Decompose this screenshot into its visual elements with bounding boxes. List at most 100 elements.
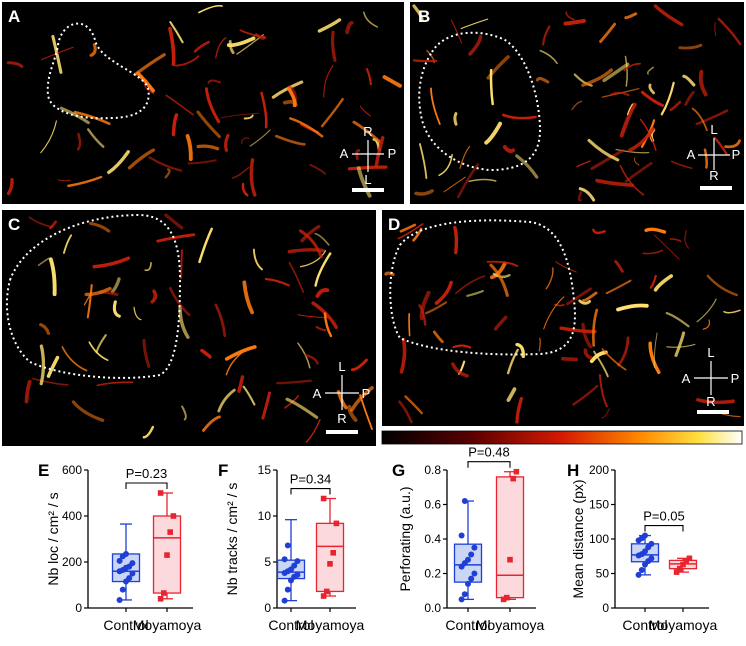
data-point	[461, 591, 468, 598]
x-tick-label: Moyamoya	[133, 617, 202, 633]
series-control	[630, 532, 660, 578]
vessel-segment	[536, 77, 550, 84]
vessel-segment	[168, 286, 191, 317]
y-tick-label: 200	[589, 463, 609, 477]
boxplot-panel-e: E 0 200 400 600 Nb loc / cm² / s ControlMoyamo…	[38, 461, 201, 633]
image-panel-d: D L R A P	[382, 210, 744, 426]
vessel-segment	[275, 134, 306, 146]
vessel-segment	[412, 4, 424, 22]
vessel-segment	[330, 30, 337, 62]
vessel-segment	[399, 338, 407, 374]
box-iqr	[495, 476, 525, 599]
data-point	[281, 556, 288, 563]
vessel-segment	[150, 289, 158, 304]
vessel-segment	[453, 226, 459, 255]
vessel-segment	[314, 232, 330, 246]
vessel-segment	[633, 157, 640, 166]
data-point	[170, 513, 177, 519]
vessel-segment	[412, 59, 438, 63]
vessel-segment	[220, 112, 260, 119]
vessel-segment	[486, 260, 519, 267]
svg-text:A: A	[687, 147, 696, 162]
vessel-segment	[648, 341, 661, 375]
vessel-segment	[323, 312, 333, 338]
p-value-label: P=0.05	[643, 509, 685, 524]
vessel-segment	[515, 396, 524, 424]
vessel-segment	[582, 291, 598, 302]
data-point	[461, 498, 468, 505]
vessel-segment	[180, 249, 183, 279]
vessel-segment	[300, 224, 321, 243]
vessel-segment	[165, 94, 194, 116]
vessel-segment	[254, 33, 266, 40]
vessel-segment	[619, 102, 637, 138]
vessel-segment	[363, 11, 379, 28]
vessel-segment	[653, 332, 658, 369]
vessel-segment	[31, 377, 69, 386]
bracket-line	[467, 461, 511, 468]
vessel-segment	[71, 400, 105, 422]
vessel-texture	[6, 4, 402, 198]
data-point	[167, 529, 173, 535]
data-point	[468, 551, 475, 558]
bracket-line	[644, 525, 684, 532]
vessel-segment	[298, 229, 323, 259]
data-point	[635, 571, 642, 578]
scale-bar	[700, 186, 732, 190]
vessel-segment	[48, 257, 57, 297]
y-tick-label: 150	[589, 498, 609, 512]
vessel-segment	[539, 49, 558, 65]
vessel-segment	[590, 149, 625, 171]
vessel-segment	[565, 11, 575, 21]
data-point	[330, 550, 336, 556]
image-panel-b: B L R A P	[410, 2, 744, 204]
vessel-segment	[352, 120, 381, 143]
vessel-segment	[425, 301, 447, 315]
vessel-segment	[617, 336, 630, 367]
vessel-segment	[649, 274, 657, 289]
svg-text:A: A	[682, 371, 691, 386]
vessel-segment	[484, 121, 503, 145]
svg-text:P: P	[362, 386, 371, 401]
vessel-segment	[136, 71, 155, 93]
vessel-segment	[542, 25, 551, 46]
vessel-segment	[443, 176, 466, 193]
vessel-segment	[61, 346, 88, 372]
data-point	[642, 532, 648, 539]
y-tick-label: 0	[75, 601, 82, 615]
vessel-segment	[228, 39, 235, 55]
svg-text:A: A	[340, 146, 349, 161]
vessel-segment	[670, 160, 693, 169]
vessel-segment	[644, 227, 667, 234]
vessel-segment	[198, 4, 223, 14]
y-tick-label: 0	[264, 601, 271, 615]
vessel-segment	[164, 213, 184, 230]
data-point	[504, 594, 510, 601]
vessel-segment	[315, 325, 327, 332]
p-value-label: P=0.23	[126, 466, 168, 481]
vessel-segment	[696, 398, 735, 405]
vessel-segment	[451, 362, 469, 378]
vessel-segment	[252, 248, 263, 271]
vessel-segment	[214, 303, 227, 337]
data-point	[680, 561, 686, 568]
vessel-segment	[164, 168, 171, 179]
vessel-segment	[347, 165, 388, 171]
vessel-segment	[587, 138, 620, 162]
series-moyamoya	[152, 490, 182, 602]
vessel-segment	[555, 261, 577, 273]
vessel-segment	[581, 322, 593, 349]
vessel-segment	[595, 178, 634, 188]
series-moyamoya	[495, 468, 525, 603]
data-point	[471, 570, 478, 577]
vessel-segment	[49, 220, 58, 230]
vessel-segment	[565, 287, 592, 306]
data-point	[507, 556, 513, 563]
y-axis-label: Perforating (a.u.)	[397, 486, 413, 591]
vessel-segment	[419, 290, 431, 321]
vessel-segment	[691, 107, 708, 132]
svg-text:A: A	[313, 386, 322, 401]
panel-label: G	[392, 461, 405, 480]
vessel-segment	[717, 17, 742, 46]
